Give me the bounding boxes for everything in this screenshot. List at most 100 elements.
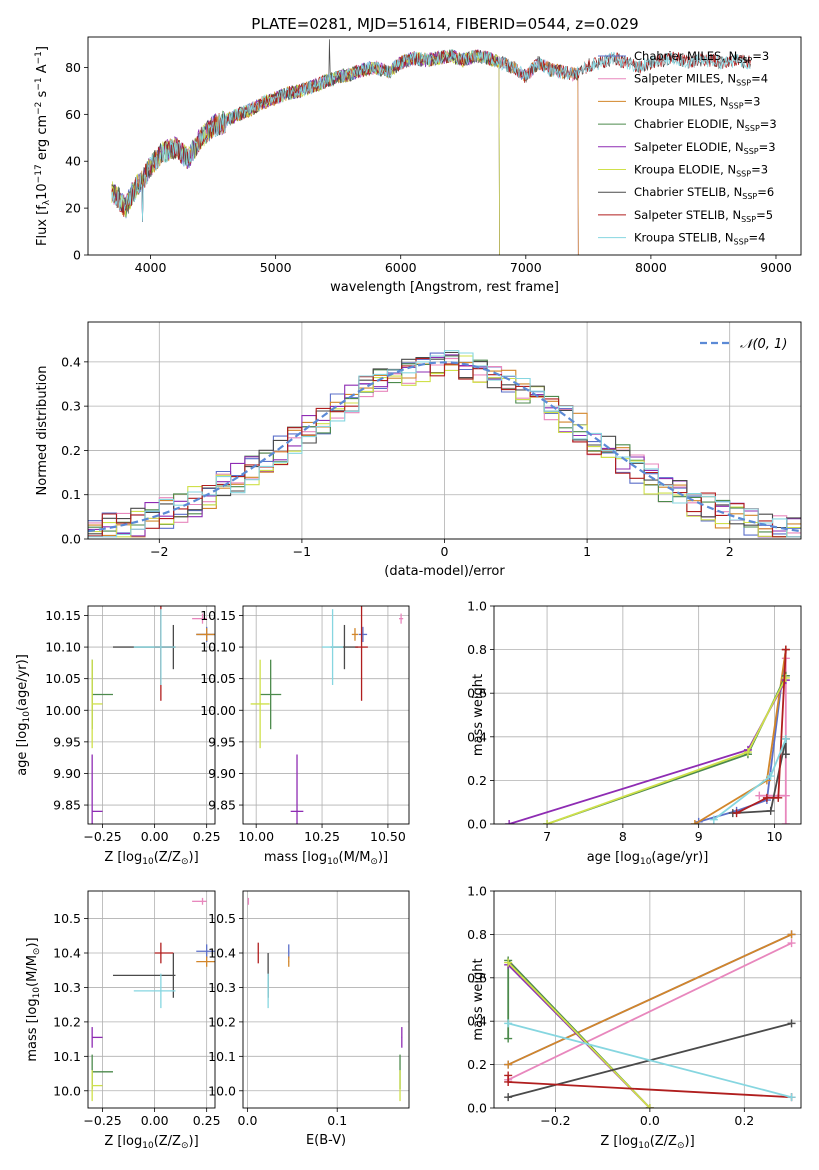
x-axis-label-part: 10 xyxy=(640,857,652,867)
y-tick-label: 10.05 xyxy=(45,671,81,686)
y-axis-label-part: 10 xyxy=(22,711,32,723)
y-tick-label: 1.0 xyxy=(467,884,487,899)
x-axis-label-part: (Z/Z xyxy=(154,850,181,865)
x-axis-label: age [log10(age/yr)] xyxy=(587,850,709,867)
y-tick-label: 10.10 xyxy=(45,640,81,655)
legend-entry-count: =4 xyxy=(751,72,768,86)
weight-marker xyxy=(762,793,771,802)
legend-entry-count: =3 xyxy=(752,49,769,63)
data-point-kroupa-elodie xyxy=(250,659,270,749)
x-tick-label: 7000 xyxy=(510,260,542,275)
y-tick-label: 9.95 xyxy=(53,734,81,749)
y-axis-label: age [log10(age/yr)] xyxy=(15,654,32,776)
y-axis-label-part: −2 xyxy=(34,102,44,115)
x-tick-label: 4000 xyxy=(135,260,167,275)
x-tick-label: 8 xyxy=(619,829,627,844)
x-axis-label-part: 10 xyxy=(142,857,154,867)
legend-entry-sub: SSP xyxy=(745,124,760,133)
grid xyxy=(243,606,409,824)
y-axis-label-part: mass [log xyxy=(25,998,40,1061)
x-tick-label: −2 xyxy=(150,544,168,559)
plot-content xyxy=(504,930,796,1108)
x-axis-label-part: Z [log xyxy=(600,1134,638,1149)
y-tick-label: 10.5 xyxy=(208,911,236,926)
x-tick-label: 10.25 xyxy=(304,829,340,844)
x-tick-label: 0.0 xyxy=(640,1113,660,1128)
x-tick-label: 0.25 xyxy=(193,1113,221,1128)
x-tick-label: 10 xyxy=(767,829,783,844)
weight-marker xyxy=(787,930,796,939)
plot-age-vs-Z: −0.25 0.00 0.25 9.85 9.90 9.95 10.00 10.05 10.10… xyxy=(15,605,221,867)
legend-entry-name: Kroupa STELIB, N xyxy=(634,231,734,245)
y-tick-label: 0.0 xyxy=(467,1101,487,1116)
x-tick-label: 10.00 xyxy=(238,829,274,844)
y-tick-label: 10.3 xyxy=(53,980,81,995)
legend-entry-count: =3 xyxy=(744,94,761,108)
x-tick-label: 0.0 xyxy=(238,1113,258,1128)
weight-line-salpeter-stelib xyxy=(736,649,787,814)
x-tick-label: 0.2 xyxy=(734,1113,754,1128)
legend-entry: Chabrier ELODIE, NSSP=3 xyxy=(634,117,777,133)
data-point-chabrier-miles xyxy=(196,944,215,959)
legend-entry: Salpeter STELIB, NSSP=5 xyxy=(634,208,773,224)
legend-entry-sub: SSP xyxy=(737,56,752,65)
plot-frame xyxy=(87,36,802,256)
data-point-kroupa-stelib xyxy=(133,609,176,685)
data-point-chabrier-miles xyxy=(288,944,290,959)
data-point-kroupa-miles xyxy=(351,628,359,641)
x-tick-label: 9 xyxy=(695,829,703,844)
y-axis-label-part: −17 xyxy=(34,164,44,183)
weight-marker xyxy=(504,1060,513,1069)
data-point-salpeter-miles xyxy=(192,613,207,624)
y-axis-label-part: ⊙ xyxy=(32,948,42,956)
legend-entry-count: =3 xyxy=(760,117,777,131)
data-point-salpeter-stelib xyxy=(154,942,174,964)
legend-entry-count: =3 xyxy=(759,140,776,154)
y-axis-label-part: 10 xyxy=(35,183,50,200)
x-axis-label: Z [log10(Z/Z⊙)] xyxy=(104,1134,198,1151)
weight-line-kroupa-stelib xyxy=(507,1022,792,1099)
y-axis-label: mass weight xyxy=(471,674,486,756)
weight-line-chabrier-stelib xyxy=(732,738,787,814)
weight-marker xyxy=(781,673,790,682)
x-axis-label-part: (Z/Z xyxy=(154,1134,181,1149)
plot-weight-vs-Z: −0.2 0.0 0.2 0.0 0.2 0.4 0.6 0.8 1.0 Z [log10(Z/Z… xyxy=(467,884,802,1151)
y-axis-label-part: erg cm xyxy=(35,115,50,164)
y-axis-label-part: −1 xyxy=(34,77,44,90)
y-tick-label: 0.0 xyxy=(61,532,81,547)
y-tick-label: 10.00 xyxy=(45,703,81,718)
x-axis-label-part: (M/M xyxy=(339,850,371,865)
y-axis-label: Flux [fλ10−17 erg cm−2 s−1 A−1] xyxy=(34,46,52,246)
y-tick-label: 0.0 xyxy=(467,817,487,832)
data-point-salpeter-elodie xyxy=(91,754,103,824)
y-axis-label-part: age [log xyxy=(15,723,30,776)
y-tick-label: 10.2 xyxy=(53,1014,81,1029)
y-axis-label: mass [log10(M/M⊙)] xyxy=(25,937,42,1061)
x-axis-label-part: (age/yr)] xyxy=(651,850,708,865)
weight-marker xyxy=(787,1093,796,1102)
x-axis-label-part: 10 xyxy=(142,1141,154,1151)
gaussian-curve xyxy=(88,361,801,533)
x-axis-label: Z [log10(Z/Z⊙)] xyxy=(600,1134,694,1151)
y-tick-label: 0.8 xyxy=(467,927,487,942)
x-tick-label: 6000 xyxy=(385,260,417,275)
y-axis-label-part: 10 xyxy=(32,987,42,999)
data-point-kroupa-stelib xyxy=(133,973,176,1009)
legend-entry-name: Kroupa MILES, N xyxy=(634,94,729,108)
plot-frame xyxy=(87,605,216,825)
spectrum-line-kroupa-stelib xyxy=(111,49,751,222)
plot-frame xyxy=(242,605,410,825)
y-tick-label: 0.4 xyxy=(467,729,487,744)
y-tick-label: 0.2 xyxy=(467,1057,487,1072)
weight-line-kroupa-miles xyxy=(507,933,792,1066)
legend-entry-sub: SSP xyxy=(741,215,756,224)
y-tick-label: 0.4 xyxy=(467,1014,487,1029)
weight-marker xyxy=(774,793,783,802)
x-tick-label: −1 xyxy=(293,544,311,559)
legend-entry-name: Salpeter STELIB, N xyxy=(634,208,741,222)
data-point-kroupa-miles xyxy=(288,956,290,967)
data-point-salpeter-miles xyxy=(247,897,250,905)
data-point-kroupa-miles xyxy=(196,956,215,967)
y-axis-label-part: (M/M xyxy=(25,955,40,987)
x-tick-label: 5000 xyxy=(260,260,292,275)
